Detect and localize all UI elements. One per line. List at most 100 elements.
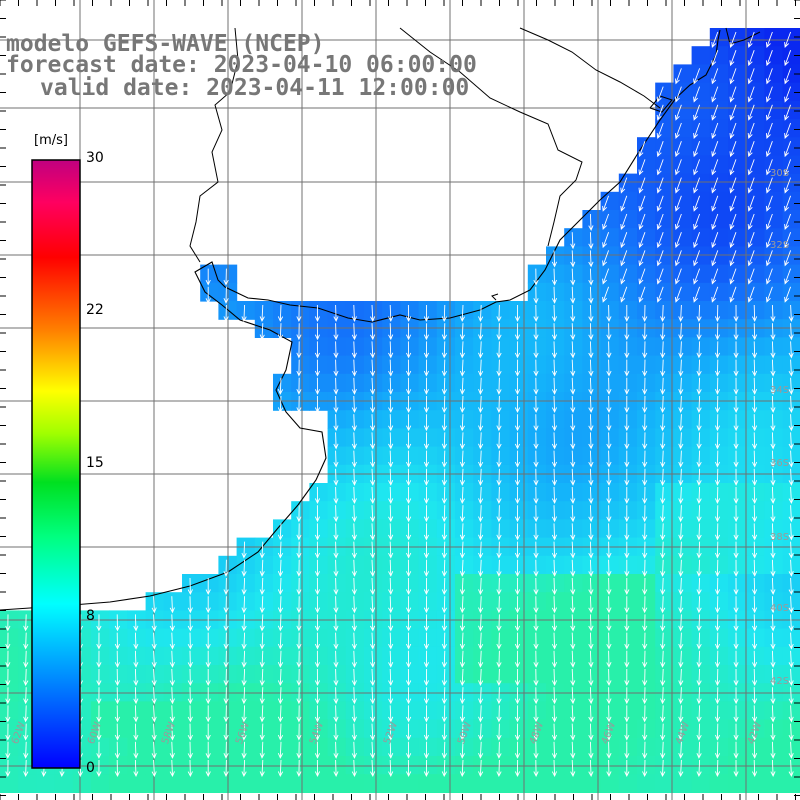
wind-arrow — [114, 705, 121, 723]
wind-speed-cell — [291, 355, 310, 375]
wind-speed-cell — [309, 574, 329, 593]
wind-arrow — [624, 414, 630, 432]
wind-speed-cell — [527, 355, 547, 375]
wind-arrow — [423, 687, 430, 705]
wind-speed-cell — [418, 737, 438, 757]
wind-arrow — [496, 632, 502, 650]
wind-speed-cell — [546, 319, 565, 338]
wind-speed-cell — [382, 756, 401, 775]
wind-arrow — [752, 577, 758, 596]
wind-speed-cell — [691, 756, 711, 775]
wind-speed-cell — [527, 701, 547, 721]
wind-speed-cell — [382, 373, 401, 393]
wind-speed-cell — [746, 701, 765, 721]
wind-speed-cell — [400, 428, 420, 448]
wind-speed-cell — [491, 665, 511, 684]
wind-arrow — [223, 705, 229, 723]
wind-speed-cell — [273, 646, 292, 666]
wind-speed-cell — [309, 646, 329, 666]
wind-speed-cell — [364, 501, 383, 520]
wind-speed-cell — [709, 756, 729, 775]
wind-speed-cell — [273, 555, 292, 575]
wind-arrow — [388, 323, 394, 341]
wind-speed-cell — [691, 210, 711, 229]
wind-arrow — [96, 705, 102, 723]
wind-speed-cell — [236, 719, 256, 739]
wind-arrow — [606, 577, 612, 596]
wind-arrow — [570, 432, 576, 450]
wind-arrow — [533, 632, 539, 650]
wind-speed-cell — [673, 501, 693, 520]
wind-arrow — [765, 213, 773, 230]
wind-arrow — [714, 414, 721, 432]
wind-speed-cell — [728, 282, 747, 302]
wind-speed-cell — [764, 100, 784, 120]
wind-speed-cell — [0, 701, 19, 721]
wind-speed-cell — [764, 301, 784, 320]
wind-arrow — [747, 31, 755, 48]
wind-arrow — [570, 541, 576, 559]
wind-speed-cell — [418, 501, 438, 520]
wind-arrow — [351, 759, 357, 778]
wind-arrow — [333, 505, 339, 523]
wind-speed-cell — [436, 592, 456, 611]
wind-arrow — [459, 523, 465, 541]
wind-arrow — [370, 559, 376, 577]
wind-speed-cell — [582, 701, 602, 721]
wind-speed-cell — [418, 373, 438, 393]
wind-speed-cell — [418, 483, 438, 502]
wind-arrow — [747, 86, 755, 103]
wind-arrow — [551, 268, 558, 286]
wind-speed-cell — [91, 665, 110, 684]
wind-speed-cell — [473, 301, 492, 320]
wind-speed-cell — [691, 519, 711, 539]
wind-speed-cell — [236, 774, 256, 793]
wind-arrow — [478, 687, 484, 705]
wind-arrow — [187, 687, 193, 705]
wind-arrow — [788, 323, 794, 341]
wind-speed-cell — [54, 774, 74, 793]
wind-arrow — [23, 632, 29, 650]
wind-speed-cell — [764, 264, 784, 284]
wind-arrow — [765, 195, 773, 212]
wind-speed-cell — [691, 646, 711, 666]
wind-speed-cell — [746, 737, 765, 757]
wind-arrow — [624, 650, 630, 668]
wind-speed-cell — [637, 628, 656, 648]
wind-speed-cell — [582, 737, 602, 757]
wind-speed-cell — [728, 319, 747, 338]
wind-arrow — [784, 195, 792, 212]
wind-arrow — [770, 687, 776, 705]
wind-arrow — [496, 650, 502, 668]
wind-arrow — [441, 741, 447, 759]
wind-speed-cell — [527, 337, 547, 357]
wind-arrow — [752, 450, 758, 468]
wind-speed-cell — [364, 446, 383, 466]
wind-speed-cell — [473, 628, 492, 648]
wind-arrow — [624, 741, 630, 759]
wind-arrow — [770, 304, 776, 323]
wind-speed-cell — [564, 282, 583, 302]
wind-speed-cell — [691, 319, 711, 338]
wind-speed-cell — [309, 501, 329, 520]
wind-speed-cell — [436, 373, 456, 393]
wind-arrow — [551, 395, 558, 414]
wind-speed-cell — [291, 665, 310, 684]
wind-speed-cell — [163, 701, 183, 721]
wind-arrow — [423, 377, 430, 395]
wind-arrow — [296, 759, 302, 778]
wind-speed-cell — [564, 719, 583, 739]
wind-arrow — [711, 286, 719, 303]
wind-arrow — [656, 141, 664, 158]
wind-arrow — [624, 541, 630, 559]
wind-arrow — [606, 614, 612, 632]
wind-arrow — [296, 304, 302, 323]
wind-arrow — [351, 468, 357, 486]
wind-arrow — [602, 286, 610, 303]
wind-arrow — [259, 759, 265, 778]
wind-speed-cell — [673, 774, 693, 793]
wind-speed-cell — [600, 191, 620, 211]
wind-arrow — [765, 31, 773, 48]
wind-speed-cell — [527, 501, 547, 520]
wind-arrow — [296, 523, 302, 541]
